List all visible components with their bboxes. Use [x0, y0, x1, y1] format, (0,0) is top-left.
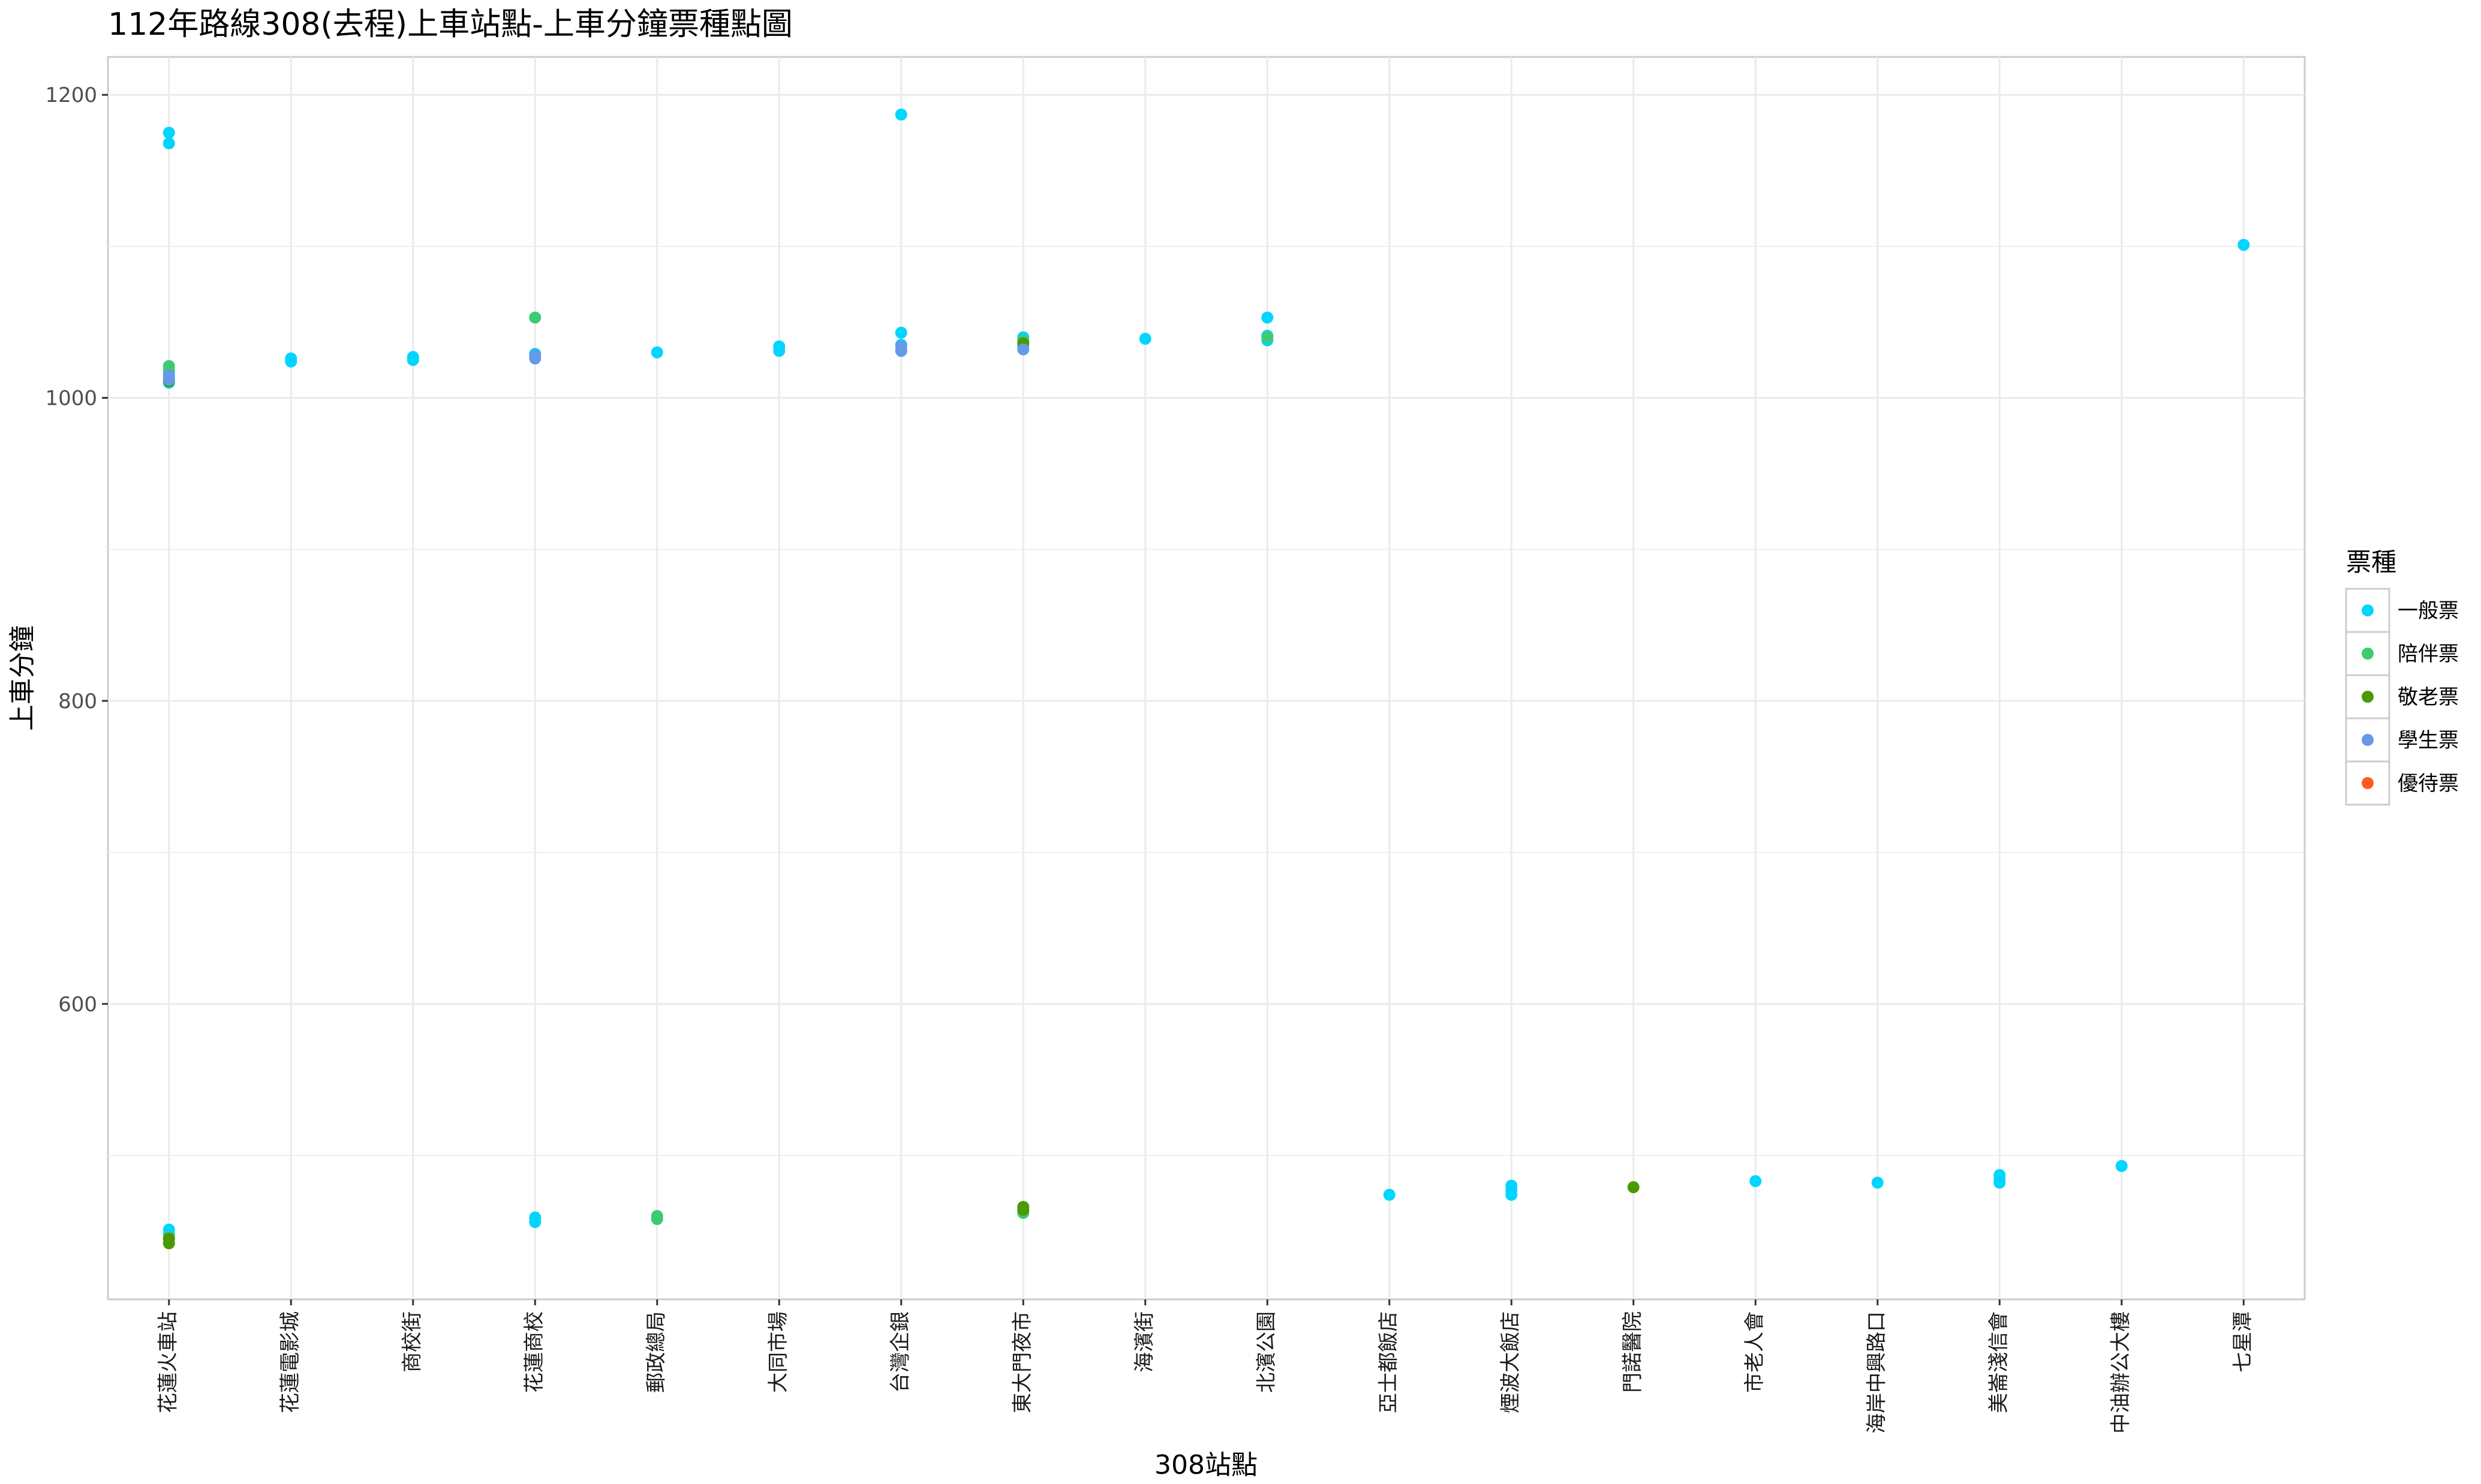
data-point [1871, 1176, 1884, 1189]
data-point [1627, 1181, 1640, 1194]
grid-major [108, 57, 2305, 1299]
data-point [1505, 1188, 1518, 1201]
data-point [651, 1213, 663, 1226]
x-tick-label: 大同市場 [766, 1311, 790, 1393]
x-tick-label: 郵政總局 [644, 1311, 668, 1393]
data-point [895, 345, 907, 357]
legend-label: 敬老票 [2398, 685, 2459, 709]
x-tick-label: 亞士都飯店 [1376, 1311, 1400, 1413]
x-tick-label: 東大門夜市 [1011, 1311, 1034, 1413]
x-axis: 花蓮火車站 花蓮電影城 商校街 花蓮商校 郵政總局 大同市場 台灣企銀 東大門夜市 海濱街 北濱公… [156, 1299, 2255, 1434]
data-point [529, 352, 542, 365]
y-tick-label: 1000 [45, 387, 97, 411]
data-point [773, 345, 786, 357]
data-points [163, 109, 2250, 1250]
y-tick-label: 1200 [45, 83, 97, 107]
y-tick-label: 800 [58, 690, 97, 714]
legend-marker [2362, 777, 2374, 789]
legend-marker [2362, 691, 2374, 703]
x-tick-label: 市老人會 [1743, 1311, 1767, 1393]
legend-title: 票種 [2346, 547, 2396, 577]
legend-marker [2362, 734, 2374, 746]
legend-label: 陪伴票 [2398, 642, 2459, 666]
x-tick-label: 花蓮火車站 [156, 1311, 180, 1413]
data-point [1261, 331, 1274, 344]
x-tick-label: 美崙淺信會 [1987, 1311, 2011, 1413]
data-point [1139, 332, 1151, 345]
data-point [1383, 1188, 1396, 1201]
data-point [651, 346, 663, 359]
data-point [163, 1237, 175, 1250]
data-point [529, 311, 542, 324]
legend-label: 一般票 [2398, 599, 2459, 623]
x-tick-label: 海岸中興路口 [1864, 1311, 1888, 1434]
x-axis-title: 308站點 [1154, 1450, 1258, 1480]
x-tick-label: 煙波大飯店 [1499, 1311, 1523, 1413]
legend-label: 學生票 [2398, 729, 2459, 752]
legend-marker [2362, 648, 2374, 660]
data-point [2115, 1160, 2128, 1172]
data-point [407, 354, 419, 366]
y-axis: 600 800 1000 1200 [45, 83, 108, 1016]
data-point [1017, 1203, 1030, 1216]
data-point [2238, 239, 2250, 251]
legend-marker [2362, 604, 2374, 616]
x-tick-label: 花蓮電影城 [278, 1311, 302, 1413]
x-tick-label: 花蓮商校 [522, 1311, 546, 1393]
x-tick-label: 台灣企銀 [888, 1311, 912, 1393]
y-tick-label: 600 [58, 992, 97, 1016]
data-point [163, 137, 175, 150]
data-point [529, 1216, 542, 1229]
y-axis-title: 上車分鐘 [7, 625, 38, 731]
grid-minor [108, 246, 2305, 1156]
x-tick-label: 七星潭 [2231, 1311, 2255, 1372]
chart-title: 112年路線308(去程)上車站點-上車分鐘票種點圖 [108, 7, 793, 43]
x-tick-label: 商校街 [400, 1311, 424, 1372]
legend-label: 優待票 [2398, 772, 2459, 796]
x-tick-label: 門諾醫院 [1620, 1311, 1644, 1393]
x-tick-label: 中油辦公大樓 [2109, 1311, 2133, 1434]
data-point [1993, 1176, 2006, 1189]
data-point [163, 127, 175, 139]
x-tick-label: 海濱街 [1132, 1311, 1156, 1372]
data-point [1017, 343, 1030, 356]
x-tick-label: 北濱公園 [1255, 1311, 1279, 1393]
data-point [1749, 1175, 1762, 1187]
data-point [163, 374, 175, 386]
data-point [285, 355, 297, 368]
data-point [895, 109, 907, 121]
plot-panel [107, 56, 2306, 1301]
data-point [895, 326, 907, 339]
data-point [1261, 311, 1274, 324]
